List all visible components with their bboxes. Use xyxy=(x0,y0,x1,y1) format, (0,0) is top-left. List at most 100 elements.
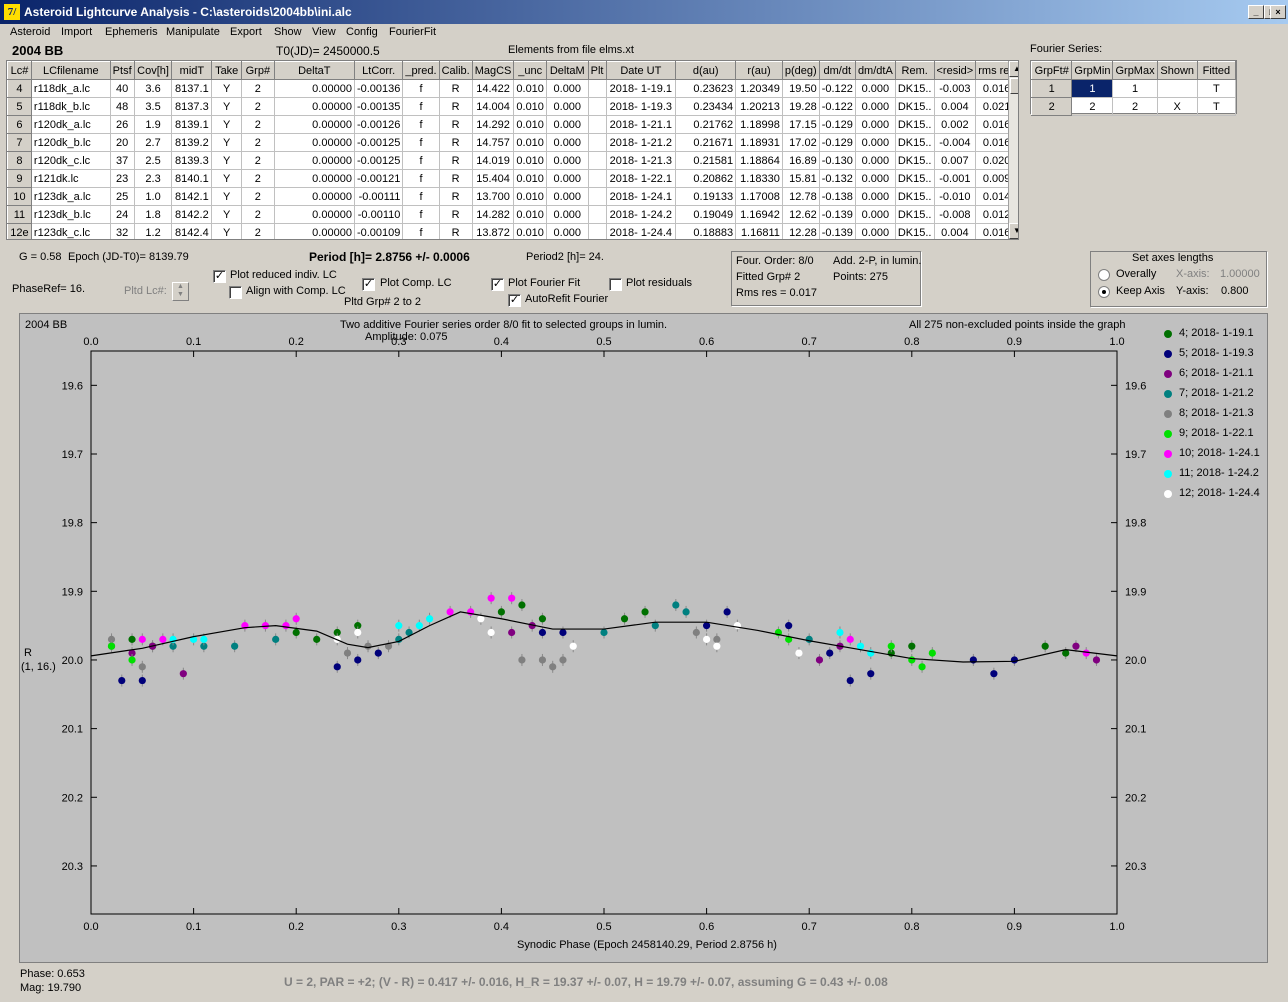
table-cell[interactable]: 0.002 xyxy=(933,115,977,134)
pltd-lc-spinner[interactable]: ▲ ▼ xyxy=(172,282,189,301)
x-axis-value[interactable]: 1.00000 xyxy=(1220,268,1260,280)
table-cell[interactable] xyxy=(587,97,607,116)
table-cell[interactable]: 0.00000 xyxy=(273,115,355,134)
column-header[interactable]: LtCorr. xyxy=(353,61,404,80)
table-cell[interactable]: 0.000 xyxy=(545,151,589,170)
table-cell[interactable]: 0.19049 xyxy=(675,205,737,224)
fourier-cell[interactable]: X xyxy=(1156,97,1198,116)
table-cell[interactable]: 0.00000 xyxy=(273,223,355,239)
table-cell[interactable]: 8137.3 xyxy=(171,97,213,116)
table-cell[interactable]: 0.23434 xyxy=(675,97,737,116)
table-cell[interactable]: DK15.. xyxy=(894,169,935,188)
table-row[interactable]: 7 r120dk_b.lc 20 2.7 8139.2 Y 2 0.00000 -0.00125… xyxy=(7,133,1018,152)
table-cell[interactable]: 0.010 xyxy=(513,169,547,188)
table-cell[interactable]: 1.8 xyxy=(133,205,173,224)
table-cell[interactable]: 8139.2 xyxy=(171,133,213,152)
table-cell[interactable]: 8142.2 xyxy=(171,205,213,224)
table-cell[interactable]: 48 xyxy=(109,97,135,116)
plot-reduced-checkbox[interactable]: ✓ xyxy=(213,270,226,283)
table-cell[interactable]: 17.15 xyxy=(781,115,820,134)
column-header[interactable]: MagCS xyxy=(471,61,515,80)
table-cell[interactable]: 0.23623 xyxy=(675,79,737,98)
table-cell[interactable] xyxy=(587,223,607,239)
table-cell[interactable]: -0.003 xyxy=(933,79,977,98)
table-cell[interactable]: 8139.1 xyxy=(171,115,213,134)
table-cell[interactable]: 2 xyxy=(241,223,275,239)
table-cell[interactable]: 0.000 xyxy=(545,97,589,116)
table-cell[interactable]: 2 xyxy=(241,169,275,188)
table-cell[interactable]: -0.004 xyxy=(933,133,977,152)
column-header[interactable]: Plt xyxy=(587,61,607,80)
table-cell[interactable]: 0.000 xyxy=(854,79,896,98)
table-row[interactable]: 12e r123dk_c.lc 32 1.2 8142.4 Y 2 0.00000 -0.001… xyxy=(7,223,1018,239)
table-cell[interactable]: 13.700 xyxy=(471,187,515,206)
column-header[interactable]: DeltaT xyxy=(273,61,355,80)
table-cell[interactable]: 2018- 1-24.2 xyxy=(605,205,677,224)
plot-comp-checkbox[interactable]: ✓ xyxy=(362,278,375,291)
table-cell[interactable]: 20 xyxy=(109,133,135,152)
table-cell[interactable]: 14.422 xyxy=(471,79,515,98)
table-cell[interactable]: f xyxy=(402,169,440,188)
table-cell[interactable]: R xyxy=(438,205,473,224)
table-cell[interactable]: 0.010 xyxy=(513,115,547,134)
scroll-thumb[interactable] xyxy=(1010,78,1018,94)
table-cell[interactable]: 12.28 xyxy=(781,223,820,239)
column-header[interactable]: LCfilename xyxy=(30,61,111,80)
table-cell[interactable]: 0.18883 xyxy=(675,223,737,239)
table-cell[interactable]: -0.139 xyxy=(818,205,856,224)
table-cell[interactable]: -0.00135 xyxy=(353,97,404,116)
fourier-column-header[interactable]: GrpFt# xyxy=(1030,61,1073,80)
table-row[interactable]: 6 r120dk_a.lc 26 1.9 8139.1 Y 2 0.00000 -0.00126… xyxy=(7,115,1018,134)
table-cell[interactable]: 0.19133 xyxy=(675,187,737,206)
table-cell[interactable]: -0.122 xyxy=(818,79,856,98)
table-cell[interactable]: 0.000 xyxy=(854,97,896,116)
row-header[interactable]: 6 xyxy=(7,115,32,134)
table-cell[interactable]: 2 xyxy=(241,205,275,224)
table-row[interactable]: 10 r123dk_a.lc 25 1.0 8142.1 Y 2 0.00000 -0.0011… xyxy=(7,187,1018,206)
table-cell[interactable]: -0.010 xyxy=(933,187,977,206)
table-cell[interactable]: 23 xyxy=(109,169,135,188)
table-cell[interactable]: 0.016 xyxy=(975,115,1018,134)
table-row[interactable]: 11 r123dk_b.lc 24 1.8 8142.2 Y 2 0.00000 -0.0011… xyxy=(7,205,1018,224)
table-cell[interactable]: 0.000 xyxy=(854,151,896,170)
table-cell[interactable]: f xyxy=(402,79,440,98)
table-cell[interactable]: DK15.. xyxy=(894,97,935,116)
table-cell[interactable]: 2 xyxy=(241,151,275,170)
table-cell[interactable]: 2 xyxy=(241,115,275,134)
table-cell[interactable]: -0.00126 xyxy=(353,115,404,134)
table-cell[interactable]: 2.7 xyxy=(133,133,173,152)
table-cell[interactable]: 0.012 xyxy=(975,205,1018,224)
table-cell[interactable]: 2018- 1-19.3 xyxy=(605,97,677,116)
table-cell[interactable]: f xyxy=(402,115,440,134)
table-cell[interactable]: 0.00000 xyxy=(273,97,355,116)
align-comp-checkbox[interactable] xyxy=(229,286,242,299)
table-cell[interactable]: Y xyxy=(211,79,243,98)
table-cell[interactable]: 0.014 xyxy=(975,187,1018,206)
row-header[interactable]: 8 xyxy=(7,151,32,170)
row-header[interactable]: 10 xyxy=(7,187,32,206)
table-cell[interactable]: f xyxy=(402,205,440,224)
table-cell[interactable]: 0.20862 xyxy=(675,169,737,188)
table-cell[interactable]: 0.21581 xyxy=(675,151,737,170)
column-header[interactable]: Lc# xyxy=(7,61,32,80)
table-cell[interactable]: 2018- 1-19.1 xyxy=(605,79,677,98)
column-header[interactable]: Ptsf xyxy=(109,61,135,80)
table-cell[interactable]: 1.18998 xyxy=(735,115,783,134)
table-cell[interactable]: 24 xyxy=(109,205,135,224)
table-cell[interactable]: r118dk_a.lc xyxy=(30,79,111,98)
table-cell[interactable]: 0.004 xyxy=(933,97,977,116)
column-header[interactable]: _pred. xyxy=(402,61,440,80)
menu-fourierfit[interactable]: FourierFit xyxy=(389,26,437,38)
table-cell[interactable]: r120dk_c.lc xyxy=(30,151,111,170)
table-cell[interactable]: 8140.1 xyxy=(171,169,213,188)
table-cell[interactable]: -0.130 xyxy=(818,151,856,170)
table-cell[interactable]: R xyxy=(438,133,473,152)
y-axis-value[interactable]: 0.800 xyxy=(1221,285,1249,297)
menu-show[interactable]: Show xyxy=(274,26,302,38)
table-cell[interactable]: f xyxy=(402,151,440,170)
table-cell[interactable]: Y xyxy=(211,115,243,134)
table-cell[interactable]: 0.00000 xyxy=(273,187,355,206)
table-cell[interactable]: 1.9 xyxy=(133,115,173,134)
